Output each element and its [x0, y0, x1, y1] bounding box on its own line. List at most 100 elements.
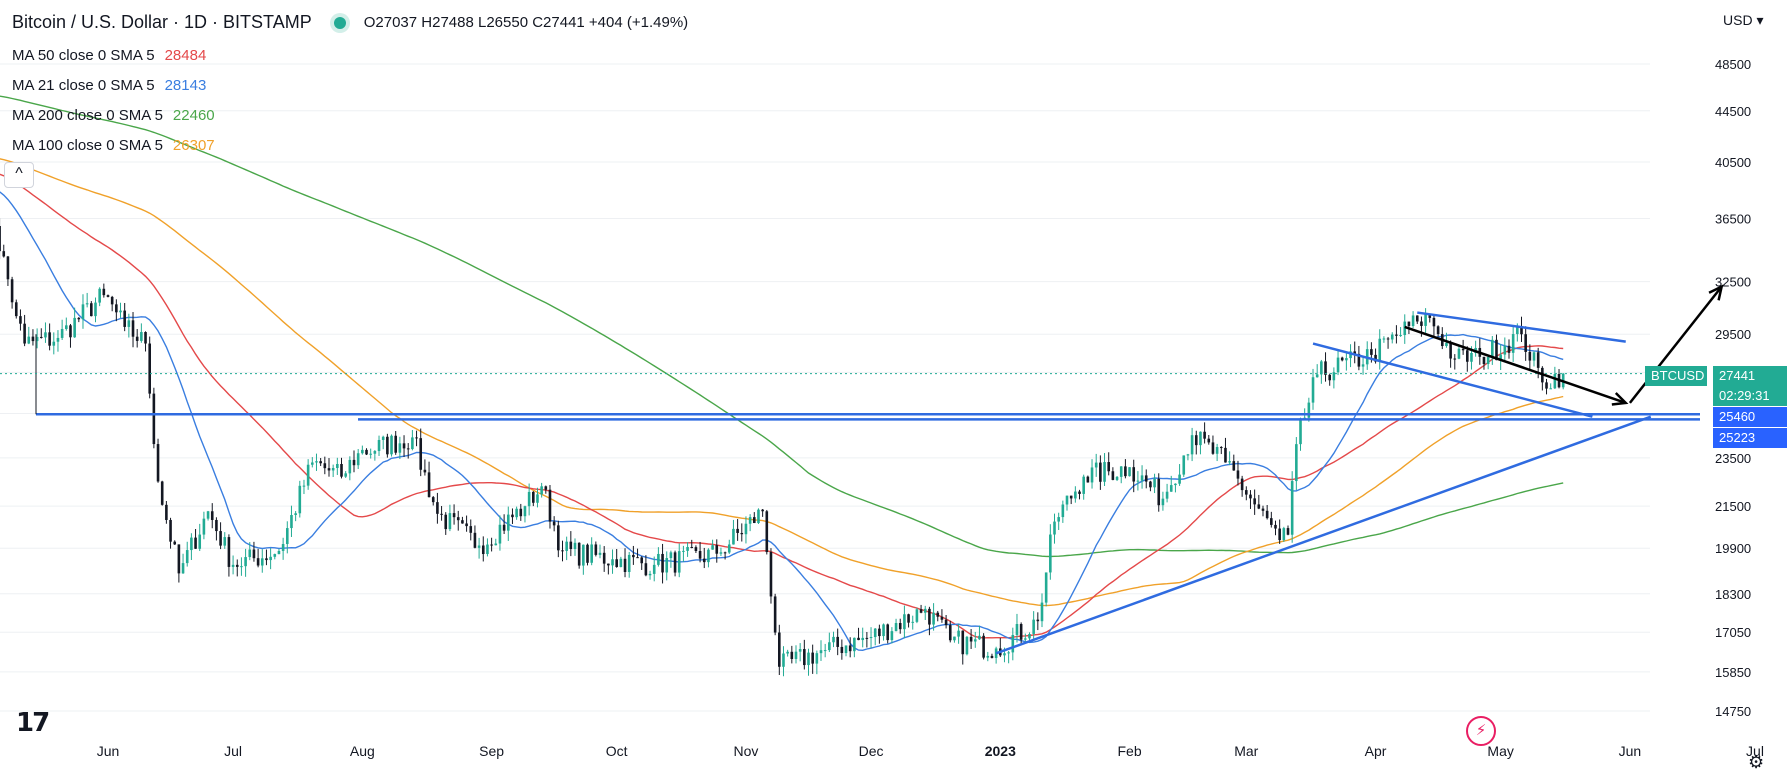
candle [615, 548, 618, 568]
gear-icon[interactable]: ⚙ [1748, 752, 1765, 772]
candle [394, 431, 398, 455]
candle [190, 533, 193, 561]
candle [1215, 443, 1219, 462]
candle [1149, 480, 1152, 492]
candle [890, 627, 894, 644]
candle [1132, 459, 1136, 493]
symbol-title[interactable]: Bitcoin / U.S. Dollar · 1D · BITSTAMP [12, 12, 312, 32]
symbol-badge: BTCUSD [1645, 366, 1707, 386]
candle [1144, 469, 1148, 489]
candle [1065, 495, 1069, 511]
candle-body [1390, 334, 1394, 340]
candle [194, 528, 197, 549]
candle-body [344, 473, 347, 477]
candle [661, 543, 664, 584]
candle [319, 457, 322, 467]
tradingview-logo[interactable]: 17 [16, 708, 50, 738]
candle [961, 630, 965, 665]
candle-body [673, 552, 677, 573]
last-price-badge: 27441 [1713, 366, 1787, 386]
candle-body [1278, 528, 1281, 541]
candle-body [1457, 348, 1461, 359]
candle [598, 544, 602, 559]
candle-body [815, 653, 819, 664]
time-tick-label: Nov [733, 743, 758, 759]
candle [1190, 427, 1194, 462]
candle [928, 606, 931, 636]
candle-body [1028, 633, 1031, 639]
candle-body [515, 508, 518, 518]
candle [10, 276, 14, 309]
candle-body [1249, 494, 1252, 499]
candle [260, 549, 264, 573]
candle-body [152, 393, 156, 445]
ma21-line [0, 191, 1564, 652]
countdown-badge: 02:29:31 [1713, 386, 1787, 406]
candle [844, 645, 848, 657]
trendline [995, 415, 1652, 655]
candle-body [1182, 455, 1186, 475]
candle-body [423, 469, 427, 473]
candle [1015, 613, 1019, 643]
candle [486, 538, 489, 557]
candle-body [1453, 358, 1457, 360]
candle-body [882, 624, 885, 637]
candle-body [452, 513, 456, 518]
candle-body [1228, 461, 1231, 463]
indicator-ma200[interactable]: MA 200 close 0 SMA 5 22460 [12, 107, 215, 124]
candle [1161, 491, 1165, 511]
candle-body [1403, 321, 1407, 336]
moving-averages [0, 95, 1564, 652]
candle [1357, 345, 1361, 371]
candle-body [694, 547, 698, 551]
candle [969, 629, 973, 649]
candle [1011, 627, 1015, 661]
candle-body [1015, 624, 1019, 635]
collapse-legend-button[interactable]: ^ [4, 162, 34, 188]
candle-body [1465, 350, 1469, 362]
candle-body [177, 544, 181, 574]
indicator-ma100[interactable]: MA 100 close 0 SMA 5 26307 [12, 137, 215, 154]
candle-body [1449, 342, 1452, 359]
candle-body [502, 524, 506, 531]
candle-body [1178, 474, 1181, 484]
candle-body [181, 563, 185, 574]
candle [665, 551, 669, 581]
candle-body [85, 303, 89, 305]
candle [1549, 383, 1552, 390]
candle [98, 287, 101, 307]
candle [465, 515, 468, 532]
candle [803, 639, 806, 670]
candle [185, 541, 189, 567]
candle [573, 538, 577, 556]
currency-selector[interactable]: USD ▾ [1723, 12, 1764, 28]
candle-body [444, 514, 448, 530]
candle-body [219, 531, 222, 546]
time-tick-label: Aug [350, 743, 375, 759]
candle [623, 548, 627, 578]
candle [807, 648, 810, 676]
candle [1290, 471, 1294, 543]
candle [110, 295, 114, 312]
candle-body [1232, 461, 1236, 471]
candle [269, 548, 272, 570]
candle [440, 506, 443, 521]
time-tick-label: Oct [606, 743, 628, 759]
lightning-icon[interactable]: ⚡ [1466, 716, 1496, 746]
candle-body [381, 436, 385, 440]
indicator-ma50[interactable]: MA 50 close 0 SMA 5 28484 [12, 47, 206, 64]
candle-body [185, 550, 189, 564]
candle-body [202, 518, 206, 535]
candle [473, 525, 477, 549]
candle-body [60, 328, 64, 338]
candle [119, 302, 122, 318]
candle-body [490, 544, 493, 546]
candle [1378, 329, 1382, 370]
indicator-ma21[interactable]: MA 21 close 0 SMA 5 28143 [12, 77, 206, 94]
candle [340, 457, 343, 479]
candle [344, 471, 347, 478]
candle [586, 543, 589, 566]
candle-body [1245, 490, 1248, 495]
candle [1340, 356, 1344, 362]
